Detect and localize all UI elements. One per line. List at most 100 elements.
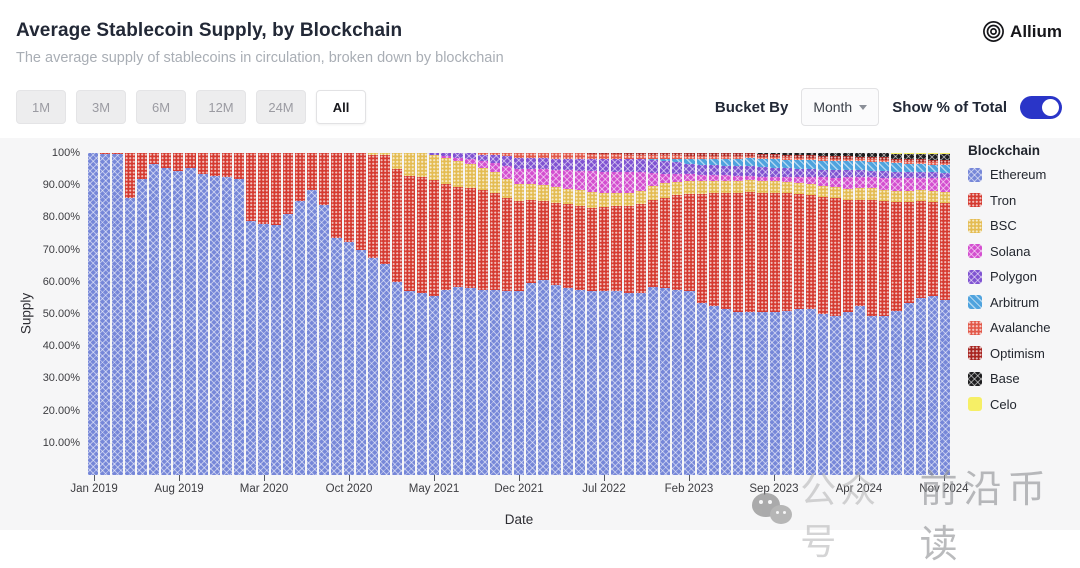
segment-tron (830, 198, 840, 315)
legend-item-bsc[interactable]: BSC (968, 218, 1050, 233)
range-button-24m[interactable]: 24M (256, 90, 306, 124)
bar[interactable] (356, 153, 366, 475)
bar[interactable] (246, 153, 256, 475)
bar[interactable] (563, 153, 573, 475)
bar[interactable] (757, 153, 767, 475)
bar[interactable] (417, 153, 427, 475)
bar[interactable] (307, 153, 317, 475)
bar[interactable] (806, 153, 816, 475)
bar[interactable] (465, 153, 475, 475)
bar[interactable] (940, 153, 950, 475)
legend-item-base[interactable]: Base (968, 371, 1050, 386)
bar[interactable] (721, 153, 731, 475)
segment-bsc (648, 186, 658, 200)
bar[interactable] (526, 153, 536, 475)
legend-item-celo[interactable]: Celo (968, 397, 1050, 412)
bar[interactable] (575, 153, 585, 475)
legend-item-arbitrum[interactable]: Arbitrum (968, 295, 1050, 310)
segment-tron (429, 180, 439, 296)
legend-item-solana[interactable]: Solana (968, 244, 1050, 259)
bar[interactable] (636, 153, 646, 475)
plot-area (88, 153, 950, 475)
bar[interactable] (843, 153, 853, 475)
x-tick-mark (179, 475, 180, 481)
bar[interactable] (198, 153, 208, 475)
bar[interactable] (478, 153, 488, 475)
bar[interactable] (137, 153, 147, 475)
bar[interactable] (331, 153, 341, 475)
range-button-all[interactable]: All (316, 90, 366, 124)
bar[interactable] (648, 153, 658, 475)
legend-item-avalanche[interactable]: Avalanche (968, 320, 1050, 335)
bar[interactable] (794, 153, 804, 475)
bar[interactable] (782, 153, 792, 475)
show-percent-toggle[interactable] (1020, 96, 1062, 119)
bar[interactable] (185, 153, 195, 475)
bar[interactable] (891, 153, 901, 475)
range-button-3m[interactable]: 3M (76, 90, 126, 124)
segment-bsc (855, 188, 865, 199)
bar[interactable] (660, 153, 670, 475)
bar[interactable] (112, 153, 122, 475)
bar[interactable] (283, 153, 293, 475)
bar[interactable] (879, 153, 889, 475)
segment-tron (660, 198, 670, 288)
x-tick-mark (434, 475, 435, 481)
range-button-6m[interactable]: 6M (136, 90, 186, 124)
bar[interactable] (319, 153, 329, 475)
bar[interactable] (684, 153, 694, 475)
bar[interactable] (453, 153, 463, 475)
bar[interactable] (818, 153, 828, 475)
bar[interactable] (745, 153, 755, 475)
bar[interactable] (916, 153, 926, 475)
bar[interactable] (368, 153, 378, 475)
bar[interactable] (380, 153, 390, 475)
bar[interactable] (295, 153, 305, 475)
bar[interactable] (538, 153, 548, 475)
bar[interactable] (551, 153, 561, 475)
bar[interactable] (672, 153, 682, 475)
range-button-1m[interactable]: 1M (16, 90, 66, 124)
bar[interactable] (624, 153, 634, 475)
bar[interactable] (733, 153, 743, 475)
bar[interactable] (149, 153, 159, 475)
bar[interactable] (514, 153, 524, 475)
legend-item-ethereum[interactable]: Ethereum (968, 167, 1050, 182)
bar[interactable] (271, 153, 281, 475)
bar[interactable] (392, 153, 402, 475)
bar[interactable] (234, 153, 244, 475)
bar[interactable] (587, 153, 597, 475)
bar[interactable] (125, 153, 135, 475)
bar[interactable] (867, 153, 877, 475)
bar[interactable] (173, 153, 183, 475)
bar[interactable] (490, 153, 500, 475)
legend-item-optimism[interactable]: Optimism (968, 346, 1050, 361)
bar[interactable] (502, 153, 512, 475)
bar[interactable] (611, 153, 621, 475)
bar[interactable] (855, 153, 865, 475)
bar[interactable] (904, 153, 914, 475)
bar[interactable] (210, 153, 220, 475)
bar[interactable] (441, 153, 451, 475)
bar[interactable] (100, 153, 110, 475)
bar[interactable] (928, 153, 938, 475)
bar[interactable] (830, 153, 840, 475)
bar[interactable] (599, 153, 609, 475)
bar[interactable] (709, 153, 719, 475)
segment-ethereum (709, 306, 719, 475)
bar[interactable] (770, 153, 780, 475)
bar[interactable] (88, 153, 98, 475)
legend-item-tron[interactable]: Tron (968, 193, 1050, 208)
bar[interactable] (258, 153, 268, 475)
range-button-12m[interactable]: 12M (196, 90, 246, 124)
bar[interactable] (161, 153, 171, 475)
bar[interactable] (404, 153, 414, 475)
legend-item-polygon[interactable]: Polygon (968, 269, 1050, 284)
bar[interactable] (697, 153, 707, 475)
bar[interactable] (344, 153, 354, 475)
bucket-dropdown[interactable]: Month (801, 88, 879, 126)
bar[interactable] (222, 153, 232, 475)
segment-polygon (855, 170, 865, 177)
segment-solana (879, 178, 889, 190)
bar[interactable] (429, 153, 439, 475)
